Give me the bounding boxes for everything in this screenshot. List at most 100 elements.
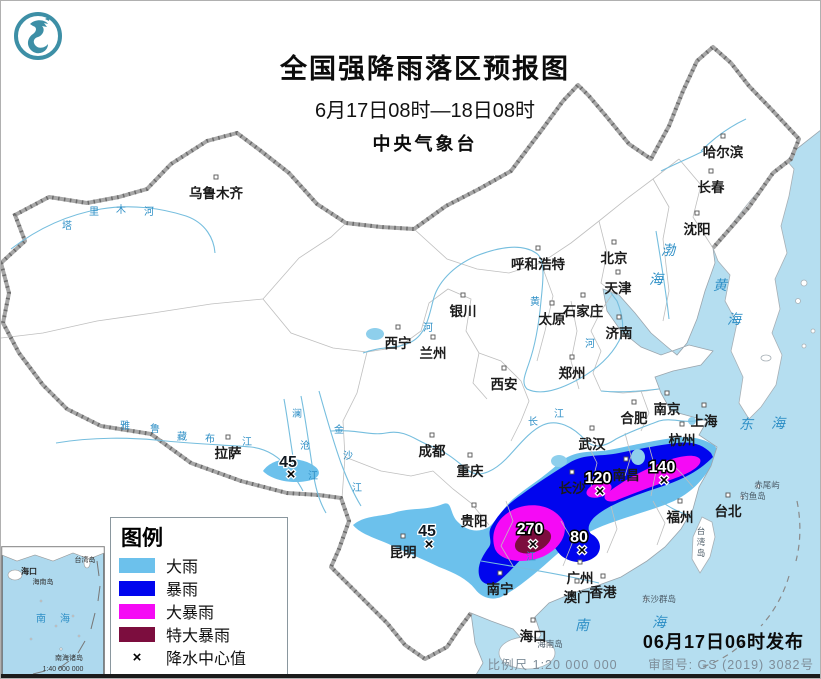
city-marker	[600, 573, 606, 579]
city-label: 贵阳	[461, 513, 488, 529]
inset-label: 海	[60, 612, 70, 625]
precip-value: 45	[418, 523, 436, 540]
river-label: 里	[89, 206, 99, 218]
precip-center-x-marker: ×	[287, 466, 296, 483]
city-marker	[569, 469, 575, 475]
island-label: 台	[697, 526, 706, 536]
city-marker	[225, 434, 231, 440]
small-island	[810, 328, 816, 334]
legend-item-label: 特大暴雨	[166, 628, 231, 645]
river-label: 沧	[300, 439, 310, 452]
city-label: 广州	[567, 570, 594, 586]
river-label: 雅	[120, 419, 130, 432]
precip-center-x-marker: ×	[660, 472, 669, 489]
inset-hainan	[7, 569, 23, 581]
legend-panel: 图例 大雨 暴雨 大暴雨 特大暴雨 × 降水中心值	[110, 517, 288, 678]
legend-rows: 大雨 暴雨 大暴雨 特大暴雨 × 降水中心值	[119, 557, 279, 668]
city-marker	[467, 452, 473, 458]
inset-islands	[29, 599, 81, 651]
inset-label: 南海诸岛	[55, 653, 83, 662]
city-label: 长沙	[559, 480, 587, 496]
city-label: 长春	[698, 179, 726, 195]
lakes	[366, 328, 696, 467]
city-marker	[430, 334, 436, 340]
precip-value: 270	[517, 521, 544, 538]
precip-center-x-marker: ×	[529, 536, 538, 553]
legend-color-swatch	[119, 603, 155, 619]
city-marker	[664, 390, 670, 396]
city-marker	[708, 168, 714, 174]
small-island	[740, 495, 744, 499]
lancang-river	[300, 395, 327, 514]
heavy-rainstorm-area-east	[604, 455, 701, 502]
window-bottom-edge	[1, 674, 820, 678]
yellow-river	[362, 246, 624, 393]
min-river	[660, 500, 692, 517]
jeju-island	[760, 354, 772, 362]
city-marker	[694, 210, 700, 216]
river-label: 鲁	[150, 422, 160, 435]
city-label: 台北	[715, 503, 743, 519]
city-label: 哈尔滨	[703, 144, 744, 160]
city-marker	[530, 617, 536, 623]
city-marker	[400, 533, 406, 539]
sea-label: 海	[649, 272, 665, 288]
qinghai-lake	[366, 328, 384, 340]
city-marker	[589, 425, 595, 431]
city-marker	[460, 292, 466, 298]
sea-label: 海	[652, 615, 668, 631]
city-label: 武汉	[579, 436, 607, 452]
legend-item-label: 大暴雨	[166, 605, 215, 622]
city-marker	[611, 239, 617, 245]
city-label: 郑州	[559, 365, 586, 381]
city-label: 兰州	[420, 345, 447, 361]
river-label: 河	[144, 206, 154, 218]
island-label: 岛	[697, 548, 706, 558]
city-label: 海口	[520, 628, 547, 644]
precip-value: 80	[570, 529, 588, 546]
yangtze-river	[330, 418, 705, 475]
city-label: 呼和浩特	[511, 256, 565, 272]
cma-dragon-logo-icon	[14, 12, 62, 60]
small-island	[800, 279, 808, 287]
sea-labels: 渤海 黄海东 海南海	[575, 243, 787, 634]
map-scale: 比例尺 1:20 000 000	[487, 658, 618, 672]
inset-label: 南	[36, 612, 46, 625]
legend-item-label: 降水中心值	[166, 651, 247, 668]
precipitation-centers: 45×45×270× 80×120×140×	[278, 453, 677, 561]
city-marker	[701, 402, 707, 408]
precip-value: 120	[585, 470, 612, 487]
yarlung-river	[55, 437, 304, 492]
inset-nine-dash-line	[32, 560, 101, 675]
liao-river	[655, 230, 670, 320]
river-label: 藏	[177, 431, 187, 443]
x-marker-icon: ×	[132, 648, 142, 666]
city-label: 昆明	[390, 545, 417, 560]
sea-label: 海	[771, 416, 787, 432]
city-label: 南京	[654, 401, 681, 417]
city-marker	[501, 365, 507, 371]
jinsha-river	[318, 390, 362, 507]
legend-item: 大暴雨	[119, 603, 279, 622]
map-credits: 比例尺 1:20 000 000 审图号: GS (2019) 3082号	[488, 654, 814, 673]
river-label: 河	[423, 322, 433, 334]
city-marker	[429, 432, 435, 438]
city-marker	[623, 456, 629, 462]
river-label: 木	[116, 204, 126, 216]
city-label: 银川	[450, 303, 477, 319]
city-label: 拉萨	[215, 445, 242, 461]
city-label: 石家庄	[562, 303, 604, 319]
national-border	[1, 44, 802, 662]
legend-color-swatch	[119, 626, 155, 642]
river-label: 黄	[530, 295, 540, 308]
city-marker	[213, 174, 219, 180]
river-label: 江	[242, 436, 252, 448]
city-marker	[535, 245, 541, 251]
island-label: 东沙群岛	[642, 594, 676, 604]
city-label: 上海	[691, 413, 719, 429]
city-label: 太原	[539, 311, 567, 327]
